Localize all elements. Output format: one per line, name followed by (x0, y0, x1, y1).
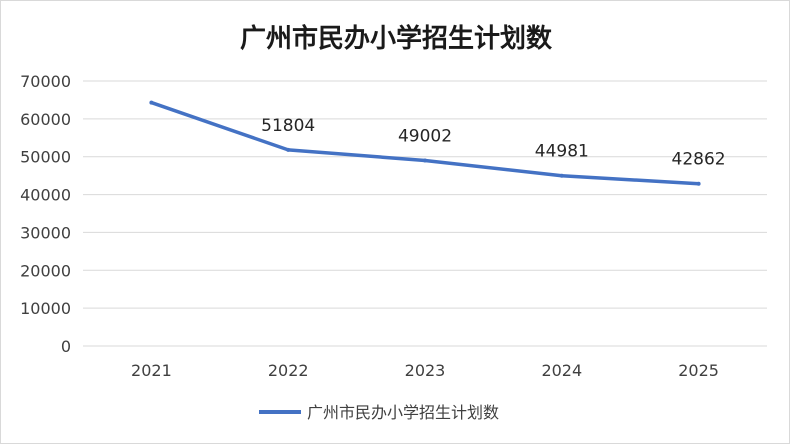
x-tick-label: 2024 (541, 361, 582, 380)
data-point (423, 158, 427, 163)
x-tick-label: 2022 (268, 361, 309, 380)
data-label: 42862 (672, 150, 726, 170)
y-tick-label: 50000 (20, 148, 71, 167)
y-tick-label: 60000 (20, 110, 71, 129)
data-labels: 51804 49002 44981 42862 (261, 116, 725, 170)
series-group (149, 100, 701, 186)
y-tick-label: 40000 (20, 186, 71, 205)
y-tick-label: 30000 (20, 223, 71, 242)
data-label: 44981 (535, 142, 589, 162)
y-tick-label: 70000 (20, 72, 71, 91)
x-axis-ticks: 2021 2022 2023 2024 2025 (131, 361, 719, 380)
gridlines (83, 80, 767, 347)
y-tick-label: 20000 (20, 261, 71, 280)
data-label: 49002 (398, 126, 452, 146)
legend-label: 广州市民办小学招生计划数 (307, 403, 499, 422)
chart-title: 广州市民办小学招生计划数 (240, 23, 553, 54)
data-point (559, 173, 564, 178)
data-point (286, 147, 291, 152)
data-point (696, 181, 701, 186)
y-axis-ticks: 0 10000 20000 30000 40000 50000 60000 70000 (20, 72, 71, 356)
x-tick-label: 2021 (131, 361, 172, 380)
data-point (149, 100, 154, 105)
data-label: 51804 (261, 116, 315, 136)
y-tick-label: 10000 (20, 299, 71, 318)
y-tick-label: 0 (61, 337, 71, 356)
x-tick-label: 2023 (405, 361, 446, 380)
legend: 广州市民办小学招生计划数 (259, 403, 499, 422)
x-tick-label: 2025 (678, 361, 719, 380)
